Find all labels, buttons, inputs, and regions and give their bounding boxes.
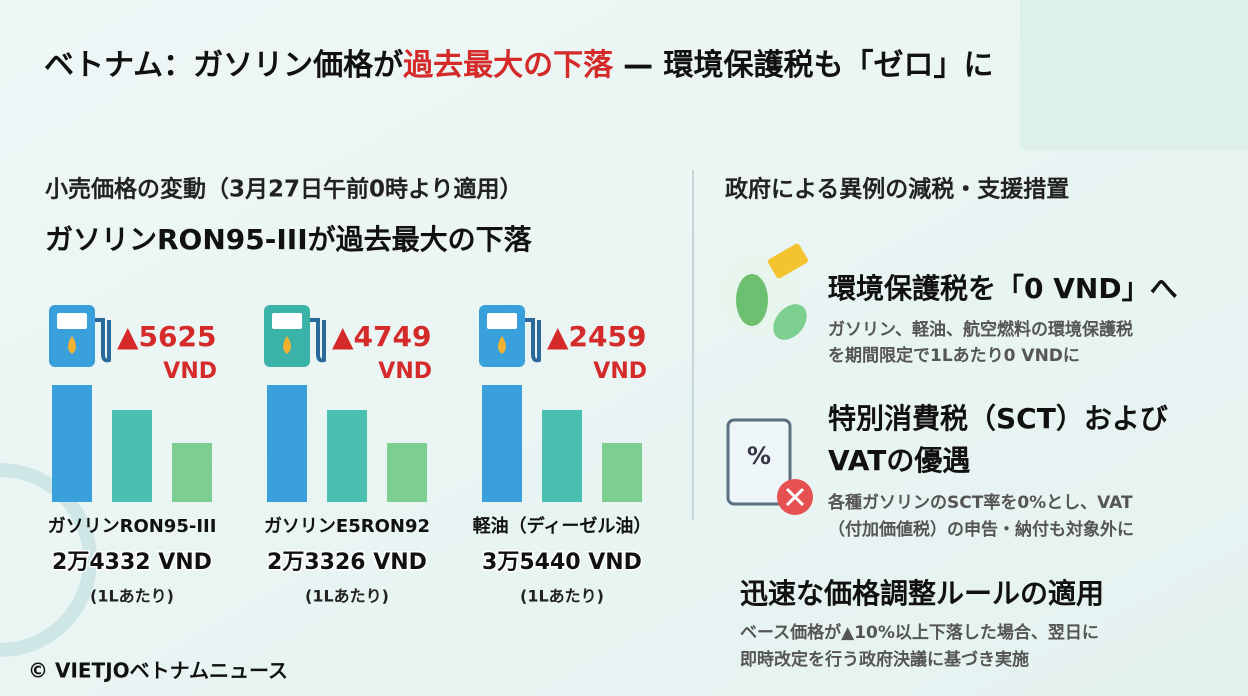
right-title: 政府による異例の減税・支援措置 — [725, 176, 1069, 203]
fuel-price: 2万3326 VND — [267, 550, 427, 575]
pump-window — [272, 313, 302, 329]
price-unit-note: (1Lあたり) — [305, 587, 389, 606]
measure-title: 迅速な価格調整ルールの適用 — [740, 577, 1104, 610]
measure-title: VATの優遇 — [828, 444, 970, 477]
headline: ガソリンRON95-IIIが過去最大の下落 — [45, 223, 533, 256]
decor-bar — [52, 385, 92, 502]
pump-hose — [310, 318, 326, 363]
decor-bar — [542, 410, 582, 502]
decor-bar — [387, 443, 427, 502]
fuel-price: 2万4332 VND — [52, 550, 212, 575]
price-change: ▲5625 — [117, 320, 216, 353]
pump-icon — [264, 305, 326, 367]
decor-bar — [112, 410, 152, 502]
fuel-name: ガソリンRON95-III — [48, 516, 217, 537]
price-change: ▲2459 — [547, 320, 646, 353]
decor-bar — [602, 443, 642, 502]
pump-hose — [95, 318, 111, 363]
decor-bar — [267, 385, 307, 502]
price-change-unit: VND — [163, 359, 217, 384]
fuel-price: 3万5440 VND — [482, 550, 642, 575]
measure-body: （付加価値税）の申告・納付も対象外に — [828, 519, 1134, 540]
icon-document: % — [726, 418, 813, 515]
decor-bar — [172, 443, 212, 502]
decor-bar — [327, 410, 367, 502]
measure-body: 即時改定を行う政府決議に基づき実施 — [740, 649, 1029, 670]
pump-hose — [525, 318, 541, 363]
fuel-name: 軽油（ディーゼル油） — [473, 515, 652, 537]
pump-window — [57, 313, 87, 329]
fuel-name: ガソリンE5RON92 — [264, 516, 430, 537]
pump-drop — [498, 336, 506, 354]
pump-window — [487, 313, 517, 329]
price-unit-note: (1Lあたり) — [520, 587, 604, 606]
pump-icon — [479, 305, 541, 367]
price-change-unit: VND — [378, 359, 432, 384]
price-change-unit: VND — [593, 359, 647, 384]
decor — [0, 463, 97, 657]
pump-drop — [283, 336, 291, 354]
decor-bar — [482, 385, 522, 502]
icon-leaf — [720, 243, 808, 340]
measure-body: を期間限定で1Lあたり0 VNDに — [828, 345, 1080, 366]
subtitle: 小売価格の変動（3月27日午前0時より適用） — [45, 176, 523, 203]
measure-body: ガソリン、軽油、航空燃料の環境保護税 — [828, 319, 1133, 340]
measure-body: 各種ガソリンのSCT率を0%とし、VAT — [827, 492, 1133, 513]
price-unit-note: (1Lあたり) — [90, 587, 174, 606]
decor — [1020, 0, 1248, 150]
measure-body: ベース価格が▲10%以上下落した場合、翌日に — [740, 622, 1099, 643]
measure-title: 環境保護税を「0 VND」へ — [828, 272, 1178, 305]
measure-title: 特別消費税（SCT）および — [828, 402, 1168, 435]
title: ベトナム：ガソリン価格が過去最大の下落 — 環境保護税も「ゼロ」に — [44, 48, 994, 83]
pump-drop — [68, 336, 76, 354]
credit: © VIETJOベトナムニュース — [28, 659, 288, 683]
svg-text:%: % — [747, 442, 771, 470]
pump-icon — [49, 305, 111, 367]
price-change: ▲4749 — [332, 320, 431, 353]
